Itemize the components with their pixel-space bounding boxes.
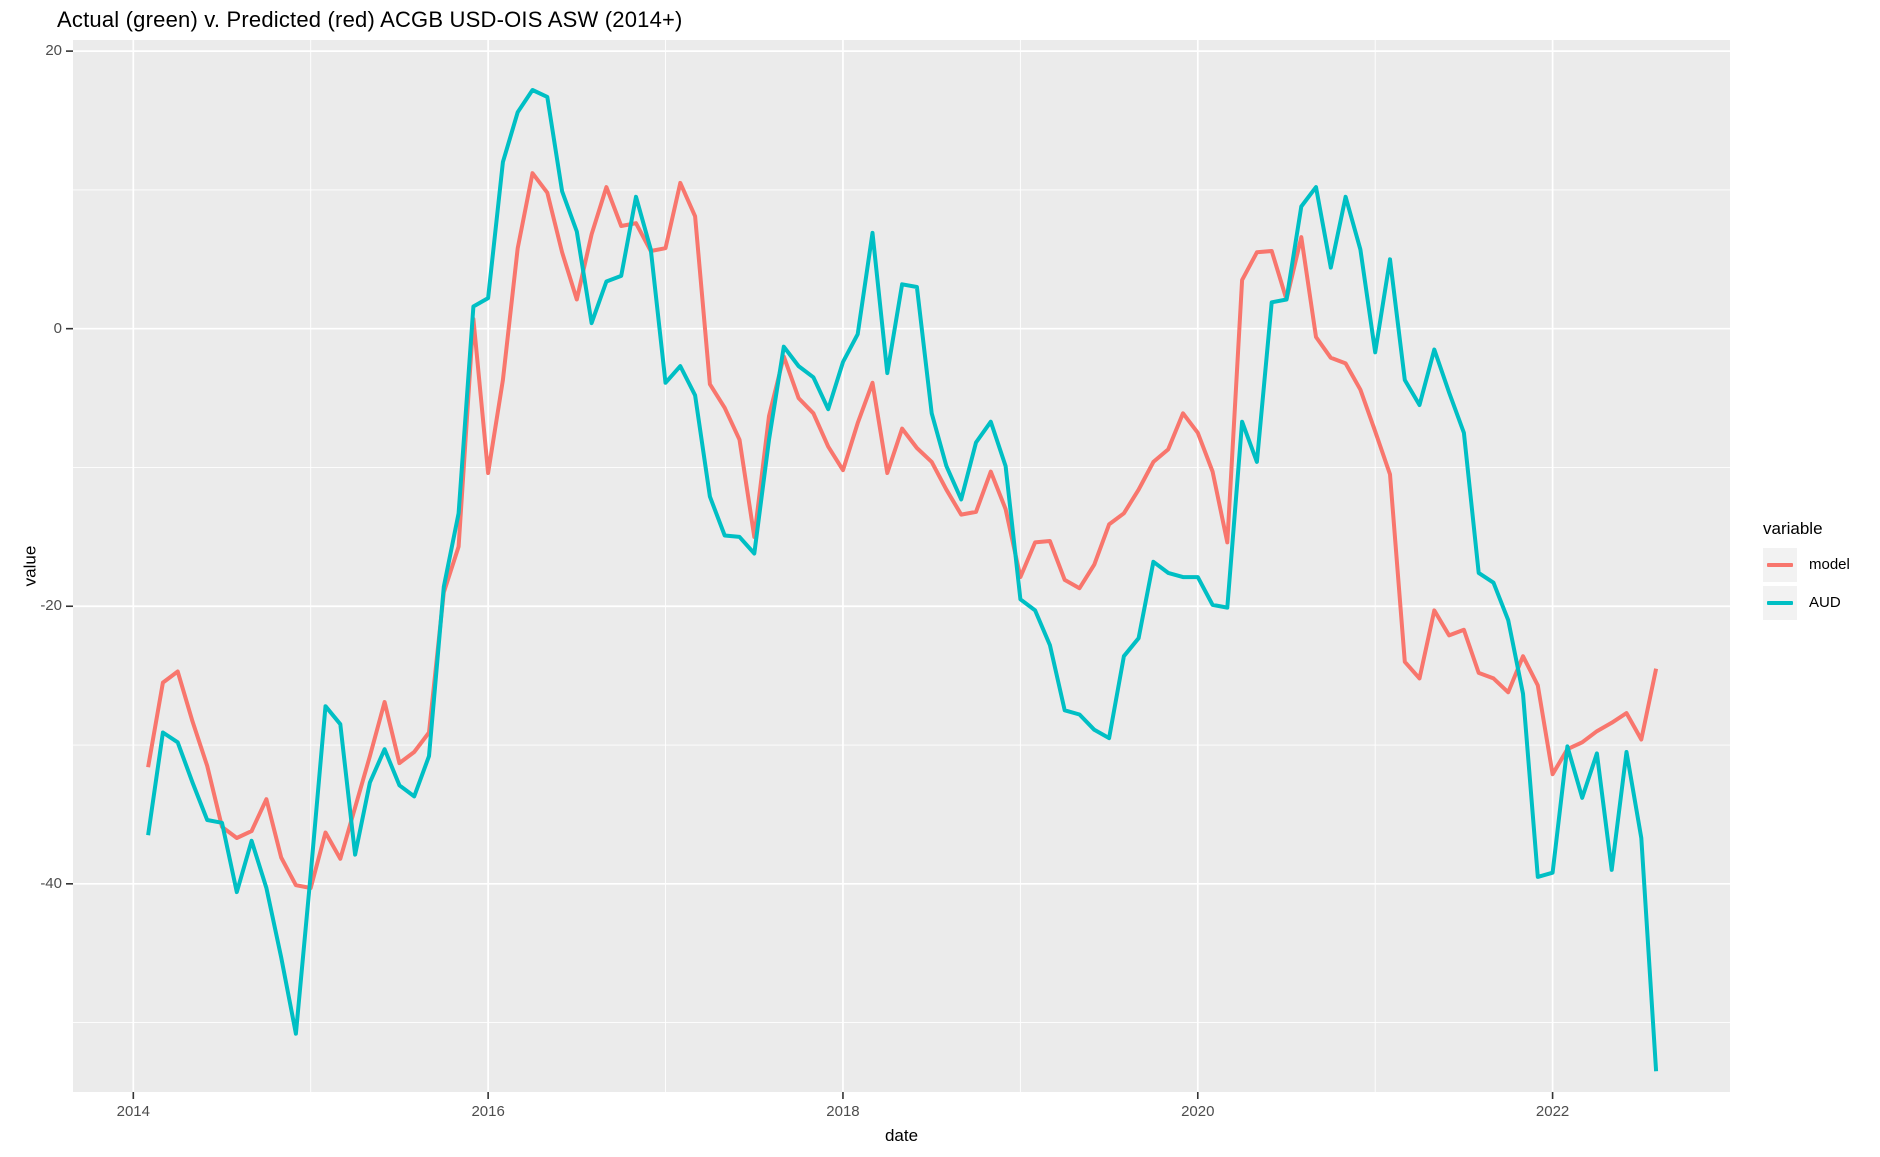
y-tick-label-20: 20: [45, 42, 62, 60]
y-tick-label-0: 0: [53, 319, 62, 337]
legend-label-model: model: [1809, 556, 1850, 573]
aud-line-swatch-icon: [1767, 600, 1793, 605]
y-tick-label--20: -20: [40, 597, 62, 615]
legend-title: variable: [1763, 519, 1823, 538]
x-tick-label-2014: 2014: [116, 1103, 150, 1120]
chart-title: Actual (green) v. Predicted (red) ACGB U…: [57, 7, 683, 32]
y-tick-label--40: -40: [40, 874, 62, 892]
x-tick-label-2022: 2022: [1535, 1103, 1570, 1120]
series-line-aud: [146, 88, 1659, 1072]
y-axis-title: value: [20, 545, 40, 587]
model-line-swatch-icon: [1767, 562, 1793, 567]
x-axis-title: date: [884, 1126, 919, 1145]
x-tick-label-2018: 2018: [826, 1103, 860, 1120]
x-tick-label-2020: 2020: [1181, 1103, 1215, 1120]
legend-key-model: [1763, 547, 1797, 582]
x-tick-label-2016: 2016: [471, 1103, 505, 1120]
legend-label-aud: AUD: [1809, 594, 1841, 611]
legend-entry-aud: AUD: [1763, 585, 1850, 620]
legend-entry-model: model: [1763, 547, 1850, 582]
legend-key-aud: [1763, 585, 1797, 620]
series-line-model: [146, 171, 1659, 890]
panel-background: [73, 40, 1730, 1092]
legend: variable model AUD: [1763, 519, 1850, 623]
